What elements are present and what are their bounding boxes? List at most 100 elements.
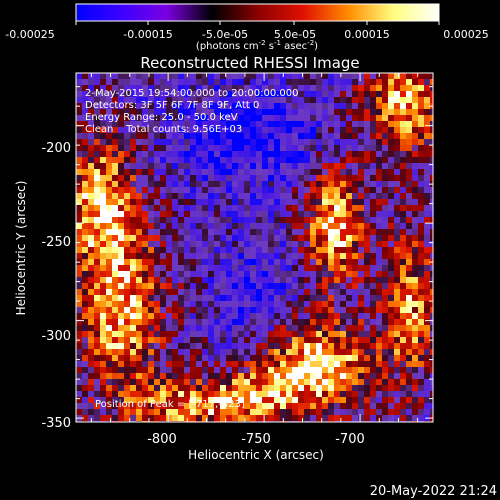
heatmap-cell xyxy=(100,91,106,97)
heatmap-cell xyxy=(226,283,232,289)
heatmap-cell xyxy=(334,301,340,307)
heatmap-cell xyxy=(244,163,250,169)
heatmap-cell xyxy=(352,109,358,115)
heatmap-cell xyxy=(280,121,286,127)
heatmap-cell xyxy=(286,199,292,205)
heatmap-cell xyxy=(424,217,430,223)
heatmap-cell xyxy=(280,277,286,283)
heatmap-cell xyxy=(310,253,316,259)
heatmap-cell xyxy=(328,253,334,259)
heatmap-cell xyxy=(376,157,382,163)
heatmap-cell xyxy=(214,217,220,223)
heatmap-cell xyxy=(286,415,292,421)
heatmap-cell xyxy=(340,259,346,265)
heatmap-cell xyxy=(388,97,394,103)
heatmap-cell xyxy=(124,265,130,271)
heatmap-cell xyxy=(310,337,316,343)
heatmap-cell xyxy=(262,157,268,163)
heatmap-cell xyxy=(190,331,196,337)
heatmap-cell xyxy=(412,349,418,355)
heatmap-cell xyxy=(406,73,412,79)
heatmap-cell xyxy=(358,259,364,265)
heatmap-cell xyxy=(388,415,394,421)
heatmap-cell xyxy=(244,229,250,235)
heatmap-cell xyxy=(328,223,334,229)
heatmap-cell xyxy=(202,331,208,337)
heatmap-cell xyxy=(106,205,112,211)
heatmap-cell xyxy=(124,343,130,349)
heatmap-cell xyxy=(388,373,394,379)
heatmap-cell xyxy=(154,403,160,409)
heatmap-cell xyxy=(262,229,268,235)
heatmap-cell xyxy=(376,115,382,121)
heatmap-cell xyxy=(178,289,184,295)
heatmap-cell xyxy=(172,271,178,277)
heatmap-cell xyxy=(76,331,82,337)
heatmap-cell xyxy=(430,73,433,79)
heatmap-cell xyxy=(262,223,268,229)
heatmap-cell xyxy=(154,373,160,379)
heatmap-cell xyxy=(100,301,106,307)
heatmap-cell xyxy=(154,163,160,169)
heatmap-cell xyxy=(136,187,142,193)
heatmap-cell xyxy=(394,151,400,157)
heatmap-cell xyxy=(418,355,424,361)
heatmap-cell xyxy=(160,73,166,79)
heatmap-cell xyxy=(250,301,256,307)
heatmap-cell xyxy=(166,397,172,403)
heatmap-cell xyxy=(292,343,298,349)
heatmap-cell xyxy=(202,373,208,379)
heatmap-cell xyxy=(394,85,400,91)
heatmap-cell xyxy=(292,247,298,253)
heatmap-cell xyxy=(190,217,196,223)
heatmap-cell xyxy=(418,73,424,79)
heatmap-cell xyxy=(154,319,160,325)
heatmap-cell xyxy=(160,241,166,247)
heatmap-cell xyxy=(178,241,184,247)
heatmap-cell xyxy=(376,199,382,205)
heatmap-cell xyxy=(76,361,82,367)
heatmap-cell xyxy=(136,163,142,169)
heatmap-cell xyxy=(340,391,346,397)
heatmap-cell xyxy=(382,121,388,127)
heatmap-cell xyxy=(82,277,88,283)
heatmap-cell xyxy=(154,337,160,343)
heatmap-cell xyxy=(106,109,112,115)
heatmap-cell xyxy=(304,307,310,313)
heatmap-cell xyxy=(406,163,412,169)
heatmap-cell xyxy=(118,85,124,91)
heatmap-cell xyxy=(250,85,256,91)
heatmap-cell xyxy=(328,73,334,79)
heatmap-cell xyxy=(358,199,364,205)
heatmap-cell xyxy=(142,289,148,295)
heatmap-cell xyxy=(136,271,142,277)
heatmap-cell xyxy=(376,181,382,187)
heatmap-cell xyxy=(424,271,430,277)
heatmap-cell xyxy=(94,265,100,271)
heatmap-cell xyxy=(208,277,214,283)
heatmap-cell xyxy=(82,361,88,367)
heatmap-cell xyxy=(310,145,316,151)
heatmap-cell xyxy=(328,313,334,319)
heatmap-cell xyxy=(316,145,322,151)
heatmap-cell xyxy=(190,355,196,361)
heatmap-cell xyxy=(232,133,238,139)
heatmap-cell xyxy=(178,247,184,253)
heatmap-cell xyxy=(256,139,262,145)
heatmap-cell xyxy=(100,235,106,241)
heatmap-cell xyxy=(124,115,130,121)
heatmap-cell xyxy=(94,109,100,115)
heatmap-cell xyxy=(316,199,322,205)
heatmap-cell xyxy=(100,331,106,337)
heatmap-cell xyxy=(424,355,430,361)
heatmap-cell xyxy=(94,241,100,247)
heatmap-cell xyxy=(328,181,334,187)
heatmap-cell xyxy=(190,319,196,325)
heatmap-cell xyxy=(148,91,154,97)
heatmap-cell xyxy=(250,385,256,391)
heatmap-cell xyxy=(412,385,418,391)
heatmap-cell xyxy=(172,349,178,355)
heatmap-cell xyxy=(430,79,433,85)
heatmap-cell xyxy=(94,331,100,337)
heatmap-cell xyxy=(346,139,352,145)
